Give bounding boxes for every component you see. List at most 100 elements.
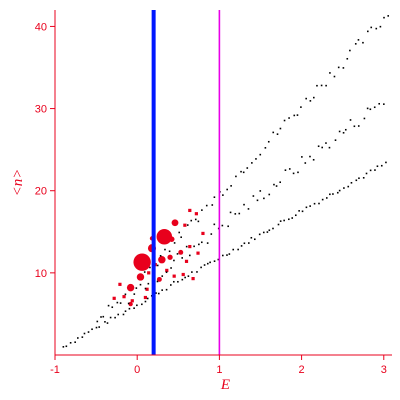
data-point bbox=[145, 287, 149, 291]
data-point bbox=[332, 193, 334, 195]
data-point bbox=[349, 119, 352, 121]
data-point bbox=[156, 276, 162, 282]
data-point bbox=[183, 223, 187, 227]
data-point bbox=[149, 266, 151, 269]
data-point bbox=[177, 280, 179, 283]
data-point bbox=[118, 282, 122, 286]
data-point bbox=[96, 320, 99, 323]
data-point bbox=[112, 296, 116, 300]
data-point bbox=[65, 345, 68, 348]
data-point bbox=[226, 254, 228, 256]
data-point bbox=[237, 248, 239, 251]
data-point bbox=[147, 271, 151, 275]
y-tick-label: 10 bbox=[35, 268, 47, 280]
data-point bbox=[211, 204, 214, 206]
data-point bbox=[316, 84, 318, 87]
x-tick-label: 1 bbox=[216, 364, 222, 376]
data-point bbox=[144, 300, 147, 303]
data-point bbox=[83, 332, 86, 335]
data-point bbox=[201, 231, 205, 236]
data-point bbox=[193, 245, 195, 248]
data-point bbox=[301, 156, 303, 158]
data-point bbox=[243, 203, 245, 206]
data-point bbox=[186, 224, 189, 226]
data-point bbox=[116, 301, 119, 304]
data-point bbox=[144, 287, 147, 290]
data-point bbox=[355, 179, 358, 182]
data-point bbox=[337, 66, 340, 69]
y-axis-title: <n> bbox=[10, 169, 26, 197]
data-point bbox=[206, 242, 209, 244]
data-point bbox=[304, 162, 307, 164]
data-point bbox=[344, 128, 347, 131]
data-point bbox=[263, 197, 265, 200]
data-point bbox=[142, 254, 146, 259]
data-point bbox=[198, 243, 200, 246]
x-tick-label: 2 bbox=[299, 364, 305, 376]
data-point bbox=[293, 114, 296, 117]
data-point bbox=[158, 255, 166, 264]
data-point bbox=[172, 274, 176, 278]
data-point bbox=[380, 164, 383, 167]
data-point bbox=[305, 97, 307, 100]
data-point bbox=[387, 15, 390, 17]
data-point bbox=[196, 271, 198, 273]
data-point bbox=[197, 220, 200, 223]
data-point bbox=[243, 242, 246, 245]
data-point bbox=[238, 212, 241, 215]
data-point bbox=[309, 205, 311, 207]
data-point bbox=[122, 295, 126, 299]
data-point bbox=[259, 190, 262, 192]
data-point bbox=[350, 182, 353, 184]
data-point bbox=[317, 145, 320, 148]
data-point bbox=[168, 236, 175, 242]
data-point bbox=[87, 331, 90, 333]
data-point bbox=[127, 302, 130, 305]
data-point bbox=[325, 142, 327, 144]
data-point bbox=[369, 108, 372, 111]
data-point bbox=[232, 248, 235, 251]
data-point bbox=[321, 198, 324, 201]
data-point bbox=[124, 310, 127, 313]
data-point bbox=[161, 289, 163, 291]
data-point bbox=[136, 273, 145, 281]
data-point bbox=[155, 292, 157, 294]
data-point bbox=[373, 106, 376, 109]
data-point bbox=[288, 168, 291, 170]
data-point bbox=[230, 185, 232, 187]
data-point bbox=[378, 102, 380, 105]
data-point bbox=[298, 210, 300, 212]
data-point bbox=[114, 316, 116, 319]
data-point bbox=[376, 165, 379, 168]
data-point bbox=[336, 191, 339, 194]
data-point bbox=[194, 212, 198, 216]
data-point bbox=[206, 262, 209, 265]
data-point bbox=[143, 271, 146, 273]
data-point bbox=[279, 127, 282, 130]
data-point bbox=[190, 219, 193, 222]
data-point bbox=[305, 206, 308, 209]
data-point bbox=[205, 204, 208, 207]
data-point bbox=[325, 84, 327, 87]
data-point bbox=[342, 131, 345, 134]
data-point bbox=[135, 287, 138, 289]
data-point bbox=[77, 337, 79, 339]
data-point bbox=[312, 96, 315, 99]
data-point bbox=[226, 188, 228, 191]
data-point bbox=[156, 280, 159, 283]
data-point bbox=[358, 177, 360, 180]
data-point bbox=[253, 238, 256, 241]
data-point bbox=[122, 313, 125, 316]
data-point bbox=[291, 217, 294, 219]
data-point bbox=[168, 250, 171, 253]
data-point bbox=[375, 27, 378, 30]
axes bbox=[54, 10, 392, 356]
data-point bbox=[297, 171, 299, 174]
data-point bbox=[102, 315, 105, 318]
data-point bbox=[213, 223, 216, 226]
data-point bbox=[171, 219, 179, 227]
data-point bbox=[213, 260, 216, 262]
data-point bbox=[210, 233, 213, 235]
data-point bbox=[276, 133, 279, 135]
data-point bbox=[176, 253, 179, 255]
